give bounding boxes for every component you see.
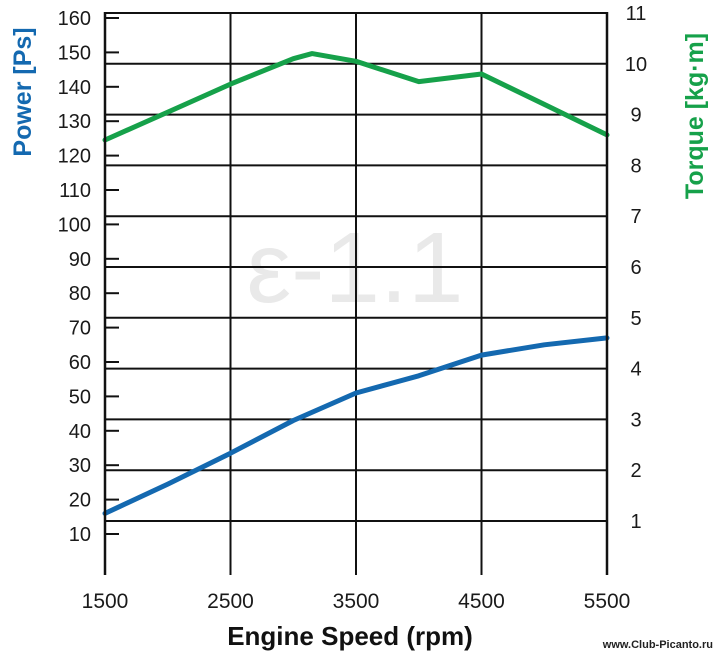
right-tick-label: 7 [630,206,641,228]
left-tick-label: 60 [69,352,91,374]
left-tick-label: 140 [58,77,91,99]
left-tick-label: 130 [58,111,91,133]
right-tick-label: 1 [630,511,641,533]
left-tick-label: 30 [69,455,91,477]
left-tick-label: 150 [58,42,91,64]
left-tick-label: 20 [69,490,91,512]
right-tick-label: 8 [630,155,641,177]
series-line-power [102,335,610,516]
right-tick-label: 6 [630,257,641,279]
right-axis-label: Torque [kg·m] [681,33,709,199]
right-tick-label: 10 [625,54,647,76]
x-tick-label: 3500 [333,590,380,613]
left-tick-label: 100 [58,214,91,236]
left-tick-label: 80 [69,283,91,305]
left-axis-ticks: 10 20 30 40 50 60 70 80 90 100 110 120 130 140 150 160 [58,8,119,546]
left-tick-label: 160 [58,8,91,30]
x-tick-label: 4500 [458,590,505,613]
left-tick-label: 110 [59,180,91,202]
right-axis-ticks: 1 2 3 4 5 6 7 8 9 10 11 [625,3,647,533]
series-lines [102,51,610,516]
right-tick-label: 11 [626,3,647,25]
site-credit: www.Club-Picanto.ru [602,639,713,651]
series-line-torque [102,51,610,143]
x-tick-label: 5500 [584,590,631,613]
left-tick-label: 50 [69,386,91,408]
right-tick-label: 5 [630,308,641,330]
right-tick-label: 2 [630,460,641,482]
left-tick-label: 70 [69,318,91,340]
x-axis-ticks: 1500 2500 3500 4500 5500 [82,590,631,613]
left-tick-label: 120 [58,146,91,168]
left-tick-label: 90 [69,249,91,271]
left-tick-label: 10 [69,524,91,546]
right-tick-label: 4 [630,359,641,381]
right-tick-label: 3 [630,409,641,431]
left-tick-label: 40 [69,421,91,443]
right-tick-label: 9 [630,105,641,127]
x-tick-label: 1500 [82,590,129,613]
x-axis-label: Engine Speed (rpm) [227,621,473,651]
left-axis-label: Power [Ps] [9,27,37,156]
x-tick-label: 2500 [207,590,254,613]
